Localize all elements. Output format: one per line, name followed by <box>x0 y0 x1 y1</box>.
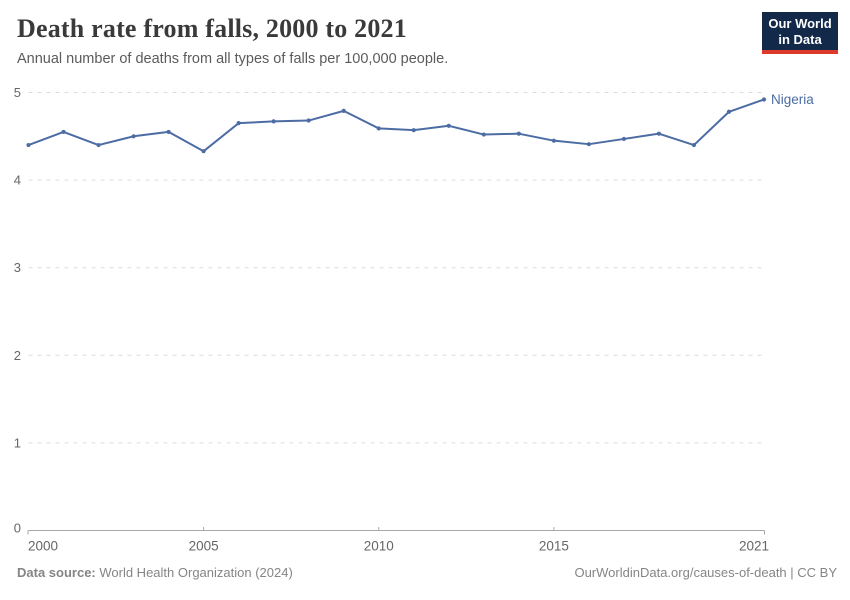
data-point[interactable] <box>481 132 486 137</box>
data-point[interactable] <box>691 142 697 148</box>
owid-logo-line2: in Data <box>778 31 822 47</box>
x-axis-tick-label: 2005 <box>189 539 219 554</box>
data-point[interactable] <box>61 129 66 135</box>
data-point[interactable] <box>621 136 627 142</box>
data-point[interactable] <box>271 119 276 124</box>
y-axis-tick-label: 1 <box>14 435 21 450</box>
owid-logo-stripe <box>762 50 838 54</box>
data-point[interactable] <box>131 134 136 139</box>
x-axis-tick-label: 2000 <box>28 539 58 554</box>
owid-logo-line1: Our World <box>768 16 832 31</box>
x-axis-tick-label: 2021 <box>739 539 769 554</box>
data-point[interactable] <box>26 142 31 148</box>
series-line-nigeria[interactable] <box>27 98 765 153</box>
data-point[interactable] <box>726 109 732 114</box>
data-point[interactable] <box>656 131 662 136</box>
owid-logo-box: Our World in Data <box>762 12 838 50</box>
data-point[interactable] <box>306 118 311 123</box>
credit-link[interactable]: OurWorldinData.org/causes-of-death | CC … <box>574 565 837 580</box>
y-axis-tick-label: 5 <box>14 85 21 100</box>
owid-logo[interactable]: Our World in Data <box>762 12 838 54</box>
y-axis-tick-label: 0 <box>14 521 21 536</box>
x-axis-tick-label: 2010 <box>364 539 394 554</box>
data-point[interactable] <box>761 97 767 102</box>
chart-footer: Data source: World Health Organization (… <box>17 565 837 580</box>
page-title: Death rate from falls, 2000 to 2021 <box>17 14 407 43</box>
data-point[interactable] <box>411 128 416 133</box>
y-axis-tick-label: 3 <box>14 260 21 275</box>
data-point[interactable] <box>96 142 101 148</box>
data-point[interactable] <box>446 123 451 128</box>
data-point[interactable] <box>201 149 206 154</box>
data-point[interactable] <box>376 126 381 131</box>
y-axis-tick-label: 2 <box>14 348 21 363</box>
data-source-note: Data source: World Health Organization (… <box>17 565 293 580</box>
data-source-label: Data source: <box>17 565 96 580</box>
data-point[interactable] <box>341 108 346 113</box>
y-axis-tick-label: 4 <box>14 173 21 188</box>
series-end-label[interactable]: Nigeria <box>771 92 814 107</box>
data-point[interactable] <box>551 138 556 143</box>
data-point[interactable] <box>586 142 591 147</box>
data-point[interactable] <box>236 121 241 126</box>
data-point[interactable] <box>516 131 521 136</box>
page-subtitle: Annual number of deaths from all types o… <box>17 51 449 67</box>
data-point[interactable] <box>166 129 171 135</box>
x-axis-tick-label: 2015 <box>539 539 569 554</box>
data-source-value: World Health Organization (2024) <box>95 565 293 580</box>
chart-header: Death rate from falls, 2000 to 2021 Annu… <box>17 14 737 67</box>
